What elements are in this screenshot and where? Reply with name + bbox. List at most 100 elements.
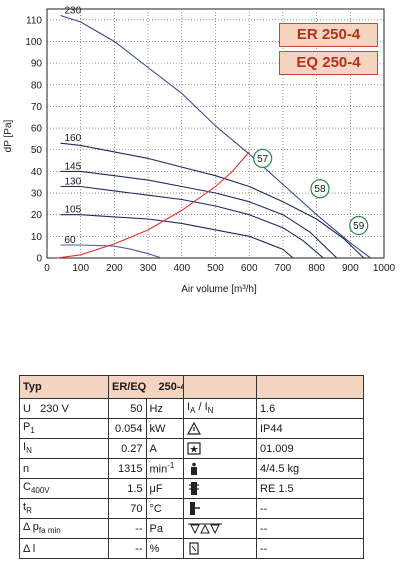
header-model-value: 250-4 <box>158 381 182 393</box>
row-unit: min-1 <box>145 458 184 479</box>
x-tick-label: 500 <box>207 263 224 274</box>
marker-label-58: 58 <box>314 184 326 195</box>
mounting-icon <box>189 542 199 555</box>
right-separator: / I <box>195 401 208 414</box>
spec-table: Typ ER/EQ 250-4 U 230 V 50 Hz IA / IN 1.… <box>19 375 364 559</box>
row-symbol: tR <box>19 498 109 519</box>
series-line-system <box>57 151 250 259</box>
row-icon-cell <box>183 418 257 439</box>
star-box-icon <box>187 442 201 455</box>
model-badge-eq: EQ 250-4 <box>279 51 378 75</box>
row-right-value: -- <box>256 538 364 559</box>
series-label-145: 145 <box>64 161 81 172</box>
row-value: 1.5 <box>108 478 147 499</box>
row-value: 50 <box>108 398 147 419</box>
motor-protection-icon <box>189 482 199 495</box>
chart-axes: 0 100 200 300 400 500 600 700 800 900 1000 0 10 20 30 4… <box>25 15 395 274</box>
marker-circle-57 <box>253 148 273 168</box>
series-line-160 <box>60 142 365 259</box>
row-symbol: U 230 V <box>19 398 109 419</box>
y-tick-label: 90 <box>31 59 43 70</box>
x-tick-label: 900 <box>342 263 359 274</box>
row-icon-cell <box>183 538 257 559</box>
row-right-value: RE 1.5 <box>256 478 364 499</box>
row-unit: A <box>145 438 184 459</box>
row-unit: Pa <box>145 518 184 539</box>
y-tick-label: 30 <box>31 189 43 200</box>
table-row: Δ l -- % -- <box>19 538 364 559</box>
x-tick-label: 100 <box>72 263 89 274</box>
row-value: -- <box>108 538 147 559</box>
table-row: tR 70 °C -- <box>19 498 364 519</box>
right-symbol: I <box>187 401 191 414</box>
right-sub2: N <box>207 406 214 416</box>
row-right-value: -- <box>256 498 364 519</box>
row-value: 0.054 <box>108 418 147 439</box>
row-icon-cell <box>183 458 257 479</box>
table-row: n 1315 min-1 4/4.5 kg <box>19 458 364 479</box>
table-row: C400V 1.5 μF RE 1.5 <box>19 478 364 499</box>
chart-markers: 57 58 59 <box>253 148 369 236</box>
symbol-text: U <box>23 402 31 415</box>
row-value: -- <box>108 518 147 539</box>
row-symbol: IN <box>19 438 109 459</box>
row-right-value: IP44 <box>256 418 364 439</box>
y-tick-label: 0 <box>36 254 42 265</box>
row-icon-cell <box>183 478 257 499</box>
y-axis-label: dP [Pa] <box>3 119 14 152</box>
series-label-230: 230 <box>64 5 81 16</box>
header-typ: Typ <box>19 375 109 399</box>
controller-icon <box>190 502 200 515</box>
row-value: 0.27 <box>108 438 147 459</box>
header-empty-icon <box>183 375 257 399</box>
model-badge-er: ER 250-4 <box>279 23 378 47</box>
series-label-130: 130 <box>64 177 81 188</box>
x-tick-label: 200 <box>106 263 123 274</box>
y-tick-label: 20 <box>31 210 43 221</box>
series-line-230 <box>60 14 371 259</box>
x-tick-label: 700 <box>275 263 292 274</box>
row-right-value: 01.009 <box>256 438 364 459</box>
row-value: 1315 <box>108 458 147 479</box>
row-right-symbol: IA / IN <box>183 398 257 419</box>
row-right-value: -- <box>256 518 364 539</box>
row-right-value: 4/4.5 kg <box>256 458 364 479</box>
warning-triangle-icon <box>187 422 201 435</box>
x-tick-label: 400 <box>173 263 190 274</box>
row-symbol: C400V <box>19 478 109 499</box>
marker-label-59: 59 <box>353 221 365 232</box>
series-line-145 <box>60 170 338 259</box>
marker-circle-58 <box>310 179 330 199</box>
table-row: IN 0.27 A 01.009 <box>19 438 364 459</box>
row-symbol: n <box>19 458 109 479</box>
row-icon-cell <box>183 438 257 459</box>
right-sub: A <box>190 406 196 416</box>
row-icon-cell <box>183 498 257 519</box>
row-symbol: Δ l <box>19 538 109 559</box>
header-empty-right <box>256 375 364 399</box>
airflow-triangles-icon <box>188 523 222 535</box>
series-line-60 <box>60 244 162 259</box>
marker-circle-59 <box>349 215 369 236</box>
x-tick-label: 1000 <box>373 263 396 274</box>
spec-table-header: Typ ER/EQ 250-4 <box>19 375 364 399</box>
series-label-105: 105 <box>64 205 81 216</box>
marker-label-57: 57 <box>257 154 269 165</box>
row-value: 70 <box>108 498 147 519</box>
symbol-extra: 230 V <box>40 402 69 415</box>
table-row: Δ pfa min -- Pa -- <box>19 518 364 539</box>
row-symbol: Δ pfa min <box>19 518 109 539</box>
row-unit: % <box>145 538 184 559</box>
table-row: U 230 V 50 Hz IA / IN 1.6 <box>19 398 364 419</box>
y-tick-label: 80 <box>31 80 43 91</box>
y-tick-label: 100 <box>25 37 42 48</box>
chart-series: 230 160 145 130 105 60 <box>57 5 371 259</box>
y-tick-label: 60 <box>31 124 43 135</box>
table-row: P1 0.054 kW IP44 <box>19 418 364 439</box>
y-tick-label: 70 <box>31 102 43 113</box>
row-unit: kW <box>145 418 184 439</box>
y-tick-label: 10 <box>31 232 43 243</box>
x-tick-label: 0 <box>44 263 50 274</box>
header-model: ER/EQ 250-4 <box>108 375 184 399</box>
y-tick-label: 40 <box>31 167 43 178</box>
